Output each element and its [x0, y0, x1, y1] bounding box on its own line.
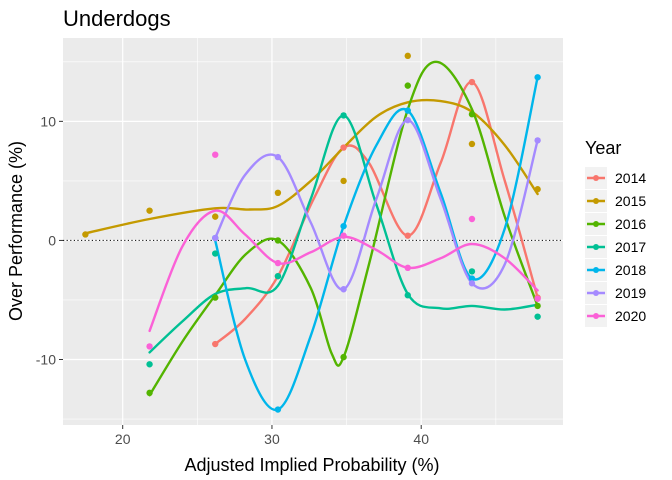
- x-tick-label: 20: [115, 431, 131, 447]
- legend-item-2017: 2017: [585, 236, 646, 258]
- data-point-2015: [468, 140, 476, 148]
- data-point-2014: [404, 232, 411, 239]
- series-line-2018: [214, 76, 539, 411]
- data-point-2019: [274, 153, 282, 161]
- y-tick-label: 0: [48, 232, 56, 248]
- data-point-2016: [340, 353, 347, 361]
- data-point-2015: [146, 207, 153, 214]
- legend-item-2018: 2018: [585, 259, 646, 281]
- legend-key-point: [593, 221, 599, 227]
- data-point-2016: [274, 237, 282, 244]
- data-point-2014: [340, 144, 347, 151]
- data-point-2015: [274, 189, 282, 196]
- data-point-2020: [274, 259, 282, 267]
- legend-title: Year: [585, 138, 621, 158]
- data-point-2019: [404, 116, 411, 124]
- data-point-2019: [212, 234, 219, 242]
- legend-label: 2020: [615, 308, 646, 324]
- legend-label: 2016: [615, 216, 646, 232]
- data-point-2020: [404, 264, 411, 272]
- legend-key-point: [593, 313, 599, 319]
- data-point-2014: [468, 78, 476, 86]
- data-point-2017: [340, 112, 347, 119]
- data-point-2016: [404, 82, 411, 89]
- data-point-2017: [404, 292, 411, 299]
- data-point-2020: [340, 232, 347, 239]
- data-point-2018: [404, 107, 411, 114]
- data-point-2015: [534, 186, 541, 193]
- y-tick-label: 10: [40, 113, 56, 129]
- legend-item-2020: 2020: [585, 305, 646, 327]
- panel-background: [63, 38, 563, 425]
- y-axis-title: Over Performance (%): [6, 141, 26, 321]
- data-point-2018: [274, 406, 282, 413]
- data-point-2020: [146, 343, 153, 350]
- legend-label: 2019: [615, 285, 646, 301]
- axes: 20 30 40 -10 0 10: [36, 113, 429, 447]
- series-points: [82, 52, 541, 413]
- legend-label: 2017: [615, 239, 646, 255]
- data-point-2020: [534, 295, 541, 302]
- data-point-2019: [340, 286, 347, 293]
- data-point-2020: [212, 151, 219, 158]
- legend-label: 2018: [615, 262, 646, 278]
- data-point-2018: [468, 275, 476, 282]
- legend: 2014 2015 2016 2017 2018 2019 2020: [585, 167, 646, 327]
- data-point-2015: [340, 177, 347, 185]
- data-point-2017: [274, 272, 282, 280]
- legend-item-2015: 2015: [585, 190, 646, 212]
- legend-label: 2014: [615, 170, 646, 186]
- legend-label: 2015: [615, 193, 646, 209]
- data-point-2016: [146, 389, 153, 397]
- data-point-2017: [468, 268, 476, 275]
- legend-key-point: [593, 290, 599, 296]
- y-tick-label: -10: [36, 352, 56, 368]
- legend-key-point: [593, 198, 599, 204]
- data-point-2014: [212, 340, 219, 348]
- data-point-2015: [82, 231, 89, 238]
- data-point-2016: [212, 294, 219, 301]
- x-tick-label: 40: [413, 431, 429, 447]
- data-point-2016: [468, 111, 476, 118]
- legend-item-2014: 2014: [585, 167, 646, 189]
- legend-key-point: [593, 244, 599, 250]
- data-point-2017: [534, 313, 541, 320]
- x-tick-label: 30: [264, 431, 280, 447]
- legend-item-2019: 2019: [585, 282, 646, 304]
- x-axis-title: Adjusted Implied Probability (%): [184, 455, 439, 475]
- data-point-2016: [534, 302, 541, 310]
- data-point-2017: [212, 250, 219, 257]
- data-point-2015: [212, 213, 219, 220]
- legend-item-2016: 2016: [585, 213, 646, 235]
- legend-key-point: [593, 267, 599, 273]
- data-point-2017: [146, 361, 153, 368]
- data-point-2019: [534, 137, 541, 144]
- data-point-2020: [468, 215, 476, 223]
- data-point-2018: [534, 74, 541, 81]
- data-point-2019: [468, 280, 476, 287]
- data-point-2018: [340, 222, 347, 230]
- plot-panel: [63, 38, 563, 425]
- legend-key-point: [593, 175, 599, 181]
- chart-title: Underdogs: [63, 6, 171, 31]
- data-point-2015: [404, 52, 411, 60]
